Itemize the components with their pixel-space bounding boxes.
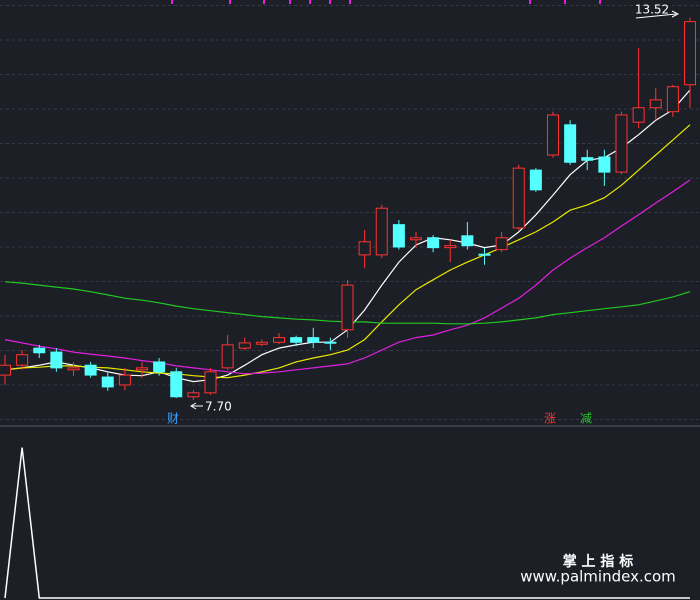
candle-body (101, 376, 114, 388)
candle-body (290, 337, 303, 343)
candle-body (187, 392, 200, 398)
top-ticks (171, 0, 601, 4)
candle-body (118, 374, 131, 386)
candle-body (564, 124, 577, 163)
candle-body (375, 207, 388, 256)
signal-marker: 财 (167, 412, 179, 426)
candle-body (204, 371, 217, 394)
moving-averages (4, 89, 691, 383)
watermark-url: www.palmindex.com (520, 568, 676, 586)
annotation-arrow-head (671, 10, 680, 18)
signal-marker: 减 (580, 412, 592, 426)
annotation-arrow-head (190, 402, 197, 410)
indicator-panel (4, 447, 690, 599)
candle-body (444, 245, 457, 249)
candle-body (341, 284, 354, 331)
high-label: 13.52 (635, 3, 669, 17)
candle-body (684, 21, 696, 86)
candle-body (255, 341, 268, 345)
candle-body (307, 337, 320, 343)
watermark-title: 掌 上 指 标 (563, 553, 634, 570)
candle-body (50, 351, 63, 369)
candle-body (358, 241, 371, 256)
candle-body (529, 169, 542, 191)
candle-body (632, 107, 645, 123)
candle-body (649, 99, 662, 109)
candle-body (427, 237, 440, 249)
candle-body (615, 114, 628, 173)
ma-line (4, 124, 691, 379)
candle-body (136, 367, 148, 371)
candle-body (84, 364, 97, 376)
candle-body (153, 361, 166, 373)
candle-body (666, 86, 679, 113)
annotation-arrow (635, 13, 677, 19)
candle-body (238, 342, 251, 349)
candle-body (170, 371, 183, 398)
indicator-line (4, 447, 690, 599)
grid-pattern (0, 0, 700, 425)
candle-body (67, 367, 80, 371)
candle-body (33, 347, 46, 354)
candle-body (392, 224, 405, 248)
candle-body (221, 344, 234, 369)
candles (0, 17, 696, 401)
candle-body (0, 364, 11, 376)
signal-marker: 涨 (544, 411, 556, 426)
candle-body (598, 156, 611, 173)
candle-body (495, 237, 508, 251)
candle-body (461, 235, 474, 247)
candle-body (324, 341, 337, 344)
candle-body (478, 253, 491, 256)
candle-body (581, 157, 594, 161)
low-label: 7.70 (205, 400, 232, 414)
candle-body (16, 354, 29, 366)
candle-body (547, 114, 559, 156)
candle-body (512, 167, 525, 229)
candle-body (410, 237, 422, 241)
candle-body (273, 337, 285, 343)
ma-line (4, 179, 691, 375)
annotations: 13.52 7.70 (190, 3, 680, 414)
